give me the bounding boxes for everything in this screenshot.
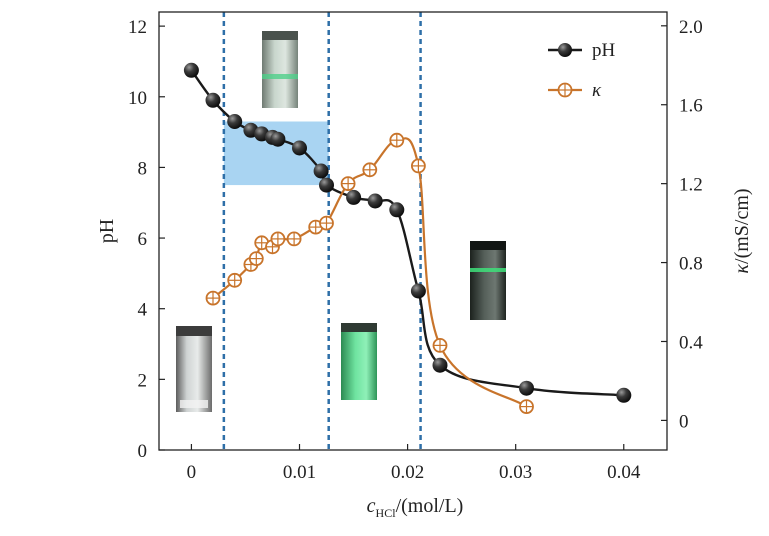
y2-tick-label-3: 1.2	[679, 175, 703, 196]
data-markers-layer	[183, 62, 632, 415]
vial-photo-initial	[176, 326, 212, 412]
y2-tick-label-0: 0	[679, 411, 689, 432]
ph-point-15	[432, 357, 448, 373]
x-tick-label-4: 0.04	[607, 462, 641, 483]
x-tick-label-2: 0.02	[391, 462, 424, 483]
ph-point-1	[183, 62, 199, 78]
kappa-point-10	[319, 215, 334, 231]
ph-point-2	[205, 92, 221, 108]
legend-item-ph: pH	[548, 40, 616, 61]
ph-point-8	[292, 140, 307, 156]
y2-tick-label-1: 0.4	[679, 332, 703, 353]
kappa-point-16	[519, 399, 534, 415]
y2-tick-label-2: 0.8	[679, 254, 703, 275]
kappa-point-1	[205, 290, 221, 306]
y-tick-label-3: 6	[138, 229, 148, 250]
axis-ticks-layer: 0 0.01 0.02 0.03 0.04 0 2 4 6 8 10 12 0 0.4 0.8 1.2 1.6 2…	[128, 17, 703, 483]
plot-frame	[158, 11, 668, 451]
kappa-point-8	[286, 231, 302, 247]
ph-point-7	[270, 131, 286, 147]
legend-item-kappa: κ	[548, 80, 602, 101]
y-axis-title: pH	[96, 219, 118, 243]
y2-tick-label-5: 2.0	[679, 17, 703, 38]
y-tick-label-4: 8	[138, 158, 148, 179]
legend-label-ph: pH	[592, 40, 616, 61]
x-tick-label-3: 0.03	[499, 462, 532, 483]
ph-point-12	[367, 193, 383, 209]
series-line-ph	[190, 69, 624, 397]
x-tick-label-0: 0	[187, 462, 197, 483]
ph-point-13	[389, 202, 405, 218]
kappa-point-13	[389, 132, 405, 148]
ph-point-11	[346, 189, 362, 205]
kappa-point-5	[254, 235, 270, 251]
vial-photo-second-endpoint	[470, 241, 506, 320]
kappa-point-15	[432, 337, 448, 353]
ph-point-9	[313, 163, 329, 179]
legend: pH κ	[548, 40, 616, 101]
vial-photo-green-solution	[341, 323, 377, 400]
x-axis-title: cHCl/(mol/L)	[367, 495, 464, 520]
kappa-point-12	[362, 162, 378, 178]
kappa-point-7	[270, 231, 286, 247]
kappa-point-2	[227, 272, 243, 288]
ph-point-17	[616, 387, 632, 403]
kappa-point-11	[340, 176, 356, 192]
kappa-point-4	[248, 251, 264, 267]
y-tick-label-5: 10	[128, 88, 147, 109]
equivalence-lines-layer	[222, 12, 422, 450]
y-tick-label-6: 12	[128, 17, 147, 38]
legend-label-kappa: κ	[592, 80, 602, 101]
y-tick-label-1: 2	[138, 370, 148, 391]
y-tick-label-0: 0	[138, 441, 148, 462]
x-tick-label-1: 0.01	[283, 462, 316, 483]
ph-point-14	[410, 283, 426, 299]
y2-tick-label-4: 1.6	[679, 96, 703, 117]
ph-point-3	[227, 114, 243, 129]
ph-point-10	[319, 177, 334, 193]
kappa-point-14	[410, 158, 426, 174]
ph-point-16	[519, 380, 534, 396]
y2-axis-title: κ/(mS/cm)	[731, 188, 753, 273]
vial-photo-first-endpoint	[262, 31, 298, 108]
y-tick-label-2: 4	[138, 300, 148, 321]
